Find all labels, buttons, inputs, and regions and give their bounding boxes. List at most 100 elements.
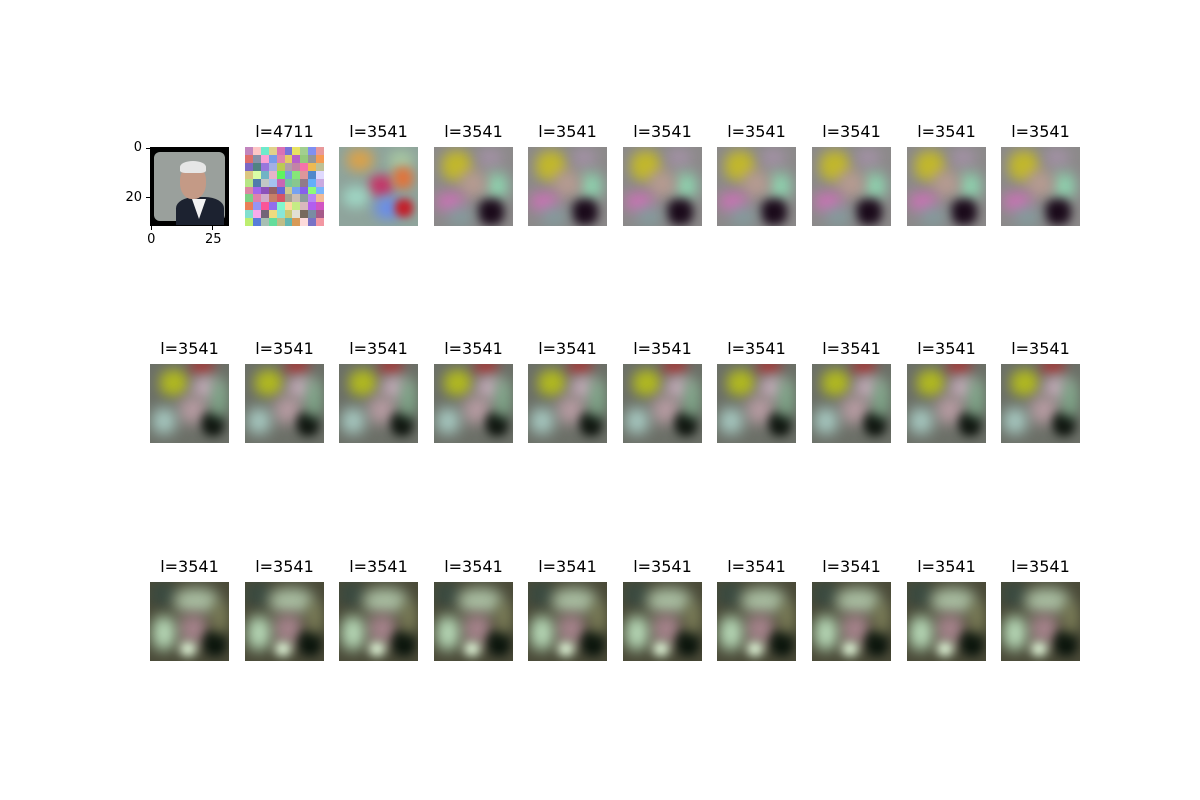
noise-cell: [308, 210, 318, 220]
noise-cell: [268, 210, 278, 220]
blur-patch: [1045, 149, 1069, 167]
blur-patch: [719, 408, 743, 434]
blur-patch: [341, 408, 365, 434]
blur-patch: [190, 364, 214, 374]
blur-patch: [339, 582, 365, 606]
blur-patch: [299, 630, 321, 656]
x-tick: [150, 226, 152, 230]
noise-cell: [316, 202, 324, 212]
reconstruction-image: [907, 364, 986, 443]
noise-cell: [268, 186, 278, 196]
blur-patch: [852, 364, 876, 374]
noise-cell: [300, 170, 310, 180]
noise-cell: [252, 202, 262, 212]
blur-patch: [1065, 602, 1077, 634]
blur-patch: [667, 149, 691, 167]
blur-patch: [637, 209, 661, 225]
blur-patch: [436, 408, 460, 434]
blur-patch: [771, 630, 793, 656]
noise-cell: [300, 218, 310, 226]
reconstruction-image: [150, 364, 229, 443]
panel-title: l=3541: [1011, 122, 1070, 141]
reconstruction-image: [812, 582, 891, 661]
noise-cell: [308, 194, 318, 204]
reconstruction-image: [528, 582, 607, 661]
blur-patch: [633, 370, 661, 396]
noise-cell: [284, 162, 294, 172]
blur-patch: [580, 173, 602, 199]
blur-patch: [572, 199, 598, 225]
panel-title: l=3541: [349, 122, 408, 141]
blur-patch: [761, 149, 785, 167]
blur-patch: [436, 616, 460, 650]
noise-cell: [284, 202, 294, 212]
blur-patch: [743, 171, 769, 197]
panel-title: l=3541: [160, 557, 219, 576]
noise-cell: [252, 162, 262, 172]
reconstruction-image: [434, 582, 513, 661]
noise-cell: [316, 194, 324, 204]
blur-patch: [917, 370, 945, 396]
blur-patch: [160, 370, 188, 396]
noise-cell: [245, 186, 254, 196]
reconstruction-image: [245, 147, 324, 226]
blur-patch: [204, 630, 226, 656]
blur-patch: [307, 378, 321, 418]
blur-patch: [1055, 630, 1077, 656]
blur-patch: [951, 199, 977, 225]
noise-cell: [316, 147, 324, 156]
panel-title: l=3541: [917, 339, 976, 358]
noise-cell: [245, 147, 254, 156]
blur-patch: [909, 616, 933, 650]
noise-cell: [268, 178, 278, 188]
blur-patch: [474, 364, 498, 374]
noise-cell: [260, 186, 270, 196]
blur-patch: [1031, 642, 1047, 656]
noise-cell: [300, 210, 310, 220]
noise-cell: [300, 186, 310, 196]
x-tick-label: 25: [204, 232, 222, 247]
blur-patch: [747, 642, 763, 656]
blur-patch: [856, 149, 880, 167]
blur-patch: [582, 630, 604, 656]
blur-patch: [152, 408, 176, 434]
noise-cell: [316, 154, 324, 164]
panel-title: l=3541: [444, 339, 503, 358]
noise-cell: [292, 194, 302, 204]
blur-patch: [434, 582, 460, 606]
noise-cell: [276, 186, 286, 196]
blur-patch: [401, 378, 415, 418]
noise-cell: [300, 178, 310, 188]
blur-patch: [856, 199, 882, 225]
noise-cell: [308, 218, 318, 226]
blur-patch: [389, 151, 413, 171]
reconstruction-image: [623, 582, 702, 661]
noise-cell: [245, 154, 254, 164]
blur-patch: [1041, 364, 1065, 374]
noise-cell: [292, 210, 302, 220]
blur-patch: [717, 582, 743, 606]
reconstruction-image: [339, 147, 418, 226]
blur-patch: [590, 378, 604, 418]
blur-patch: [347, 149, 373, 171]
blur-patch: [649, 171, 675, 197]
noise-cell: [252, 147, 262, 156]
blur-patch: [935, 614, 965, 644]
panel-title: l=3541: [349, 339, 408, 358]
blur-patch: [1003, 408, 1027, 434]
blur-patch: [1029, 614, 1059, 644]
reconstruction-image: [528, 364, 607, 443]
blur-patch: [1001, 582, 1027, 606]
blur-patch: [876, 602, 888, 634]
blur-patch: [769, 412, 791, 436]
blur-patch: [814, 193, 842, 211]
noise-cell: [276, 154, 286, 164]
blur-patch: [781, 602, 793, 634]
blur-patch: [403, 602, 415, 634]
blur-patch: [580, 412, 602, 436]
panel-title: l=3541: [727, 339, 786, 358]
noise-cell: [268, 218, 278, 226]
blur-patch: [623, 582, 649, 606]
blur-patch: [1053, 412, 1075, 436]
blur-patch: [391, 412, 413, 436]
